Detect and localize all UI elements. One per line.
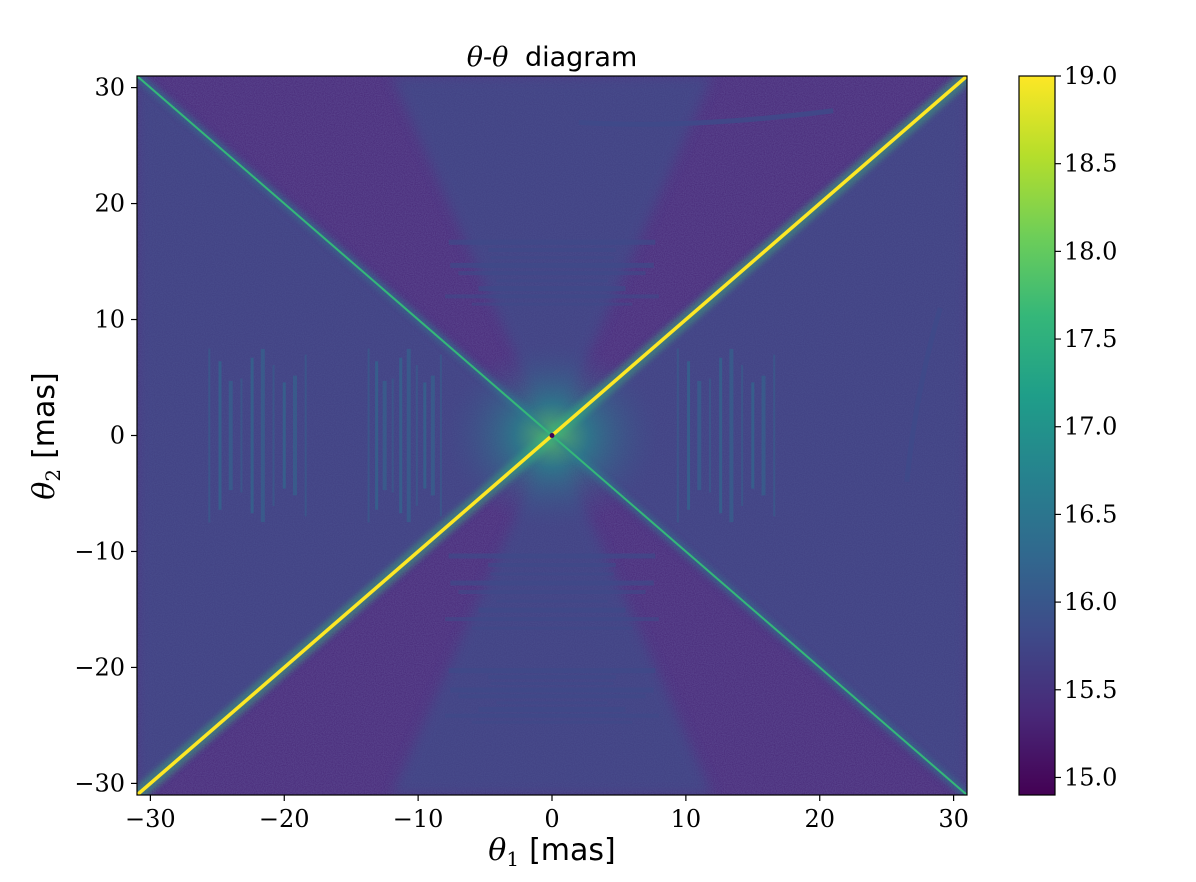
right-wedge-glow (552, 76, 967, 795)
heatmap (137, 76, 967, 795)
y-label-sub: 2 (41, 469, 65, 482)
y-tick-label: −20 (74, 653, 125, 681)
x-tick-label: 20 (804, 805, 835, 833)
y-axis: −30 −20 −10 0 10 20 30 (74, 74, 137, 797)
x-label-unit: [mas] (529, 833, 616, 868)
x-tick-label: 30 (938, 805, 969, 833)
y-tick-label: −10 (74, 537, 125, 565)
x-label-sub: 1 (506, 847, 519, 871)
x-axis-label: θ1 [mas] (488, 833, 615, 871)
colorbar-axis: 15.0 15.5 16.0 16.5 17.0 17.5 18.0 18.5 19.0 (1055, 62, 1117, 791)
colorbar-tick-label: 17.5 (1064, 325, 1117, 353)
colorbar-tick-label: 16.0 (1064, 588, 1117, 616)
y-tick-label: 20 (94, 190, 125, 218)
center-spot (549, 433, 555, 438)
bottom-wedge-glow (391, 435, 713, 795)
x-tick-label: −20 (259, 805, 310, 833)
title-word: diagram (525, 42, 637, 73)
x-tick-label: −10 (393, 805, 444, 833)
y-tick-label: −30 (74, 769, 125, 797)
colorbar-tick-label: 16.5 (1064, 500, 1117, 528)
colorbar-tick-label: 15.5 (1064, 676, 1117, 704)
x-tick-label: 10 (671, 805, 702, 833)
title-prefix: θ-θ (467, 42, 509, 73)
y-axis-label: θ2 [mas] (27, 372, 65, 499)
top-wedge-glow (391, 76, 713, 436)
colorbar (1018, 75, 1056, 796)
left-wedge-glow (137, 76, 552, 795)
arc-feature-top (578, 108, 834, 127)
colorbar-tick-label: 17.0 (1064, 413, 1117, 441)
x-axis: −30 −20 −10 0 10 20 30 (125, 795, 969, 833)
arc-feature-right (904, 307, 943, 483)
x-tick-label: 0 (544, 805, 559, 833)
y-tick-label: 0 (110, 422, 125, 450)
colorbar-tick-label: 19.0 (1064, 62, 1117, 90)
y-tick-label: 30 (94, 74, 125, 102)
y-tick-label: 10 (94, 306, 125, 334)
x-label-symbol: θ (488, 833, 506, 868)
colorbar-tick-label: 18.0 (1064, 237, 1117, 265)
x-tick-label: −30 (125, 805, 176, 833)
chart-title: θ-θ diagram (467, 42, 638, 73)
y-label-symbol: θ (27, 482, 62, 500)
colorbar-tick-label: 15.0 (1064, 763, 1117, 791)
y-label-unit: [mas] (27, 372, 62, 459)
colorbar-tick-label: 18.5 (1064, 150, 1117, 178)
